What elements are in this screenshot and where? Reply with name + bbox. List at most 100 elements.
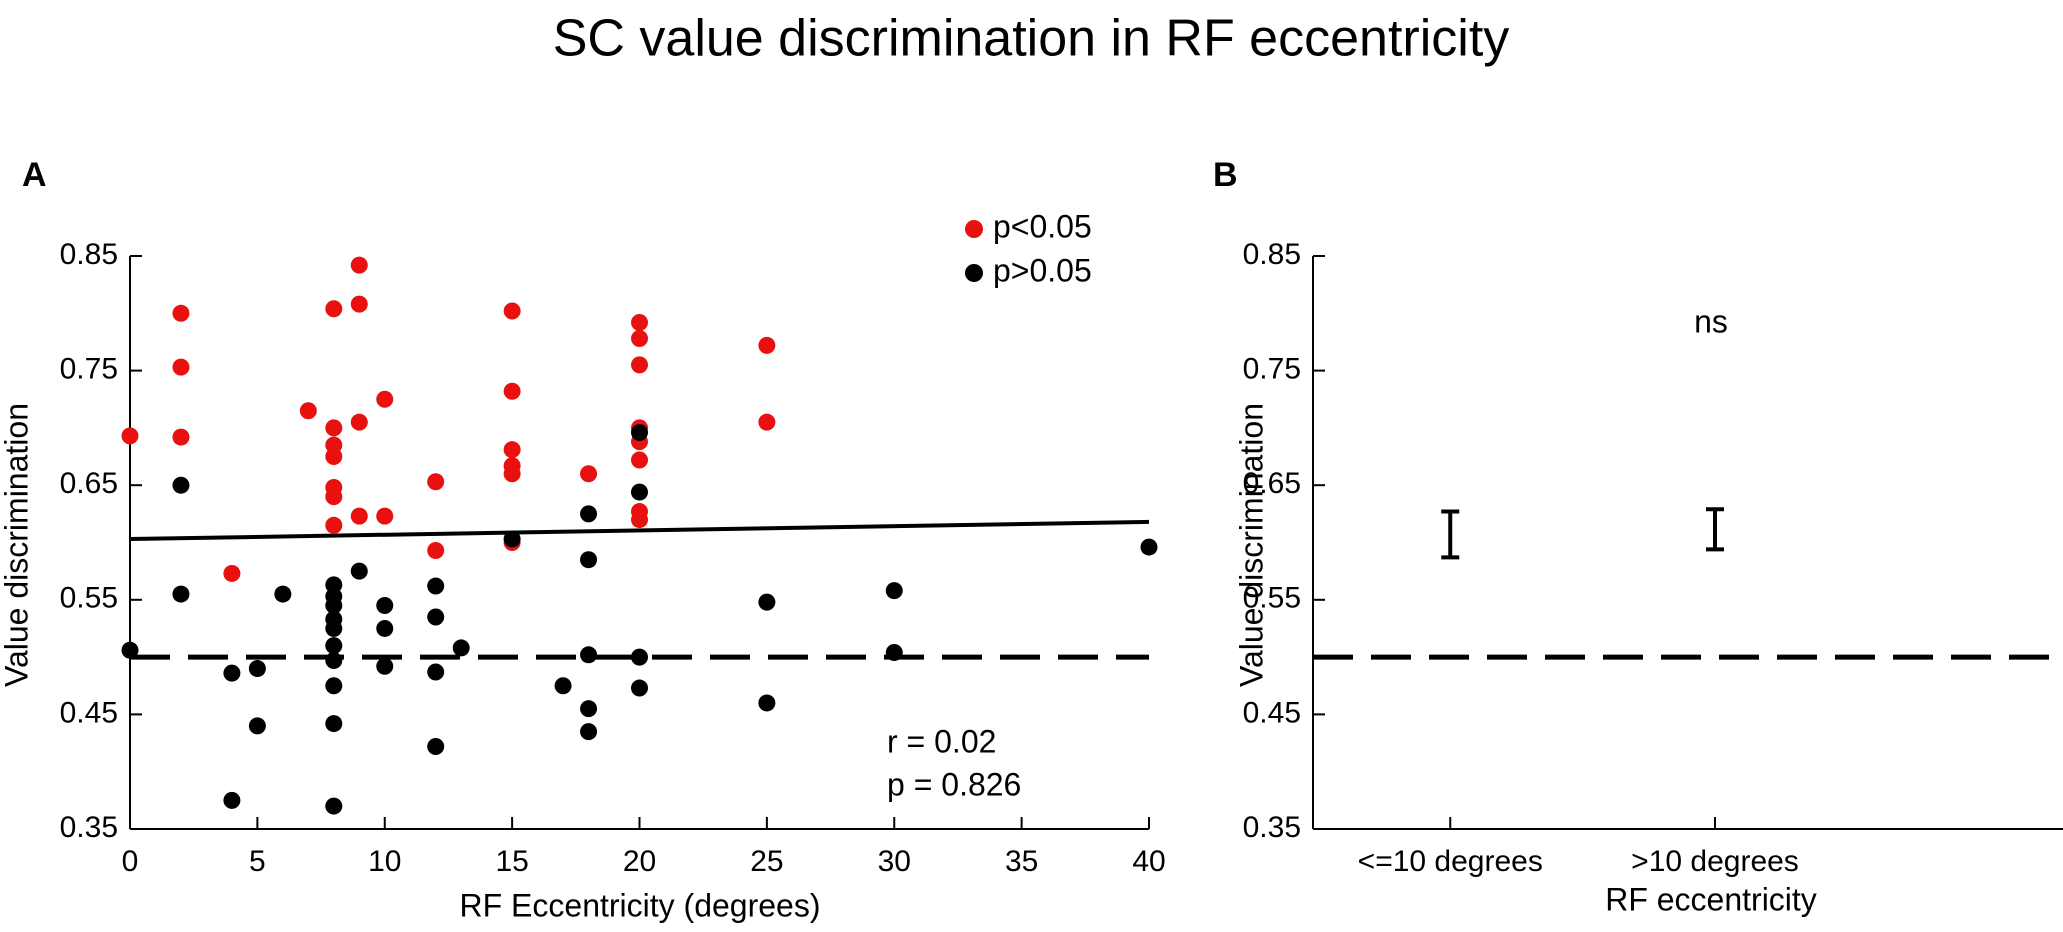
point-significant <box>172 428 190 446</box>
error-bar <box>1706 507 1724 552</box>
panel-a-x-tick-label: 10 <box>368 845 401 878</box>
panel-b-y-tick-label: 0.35 <box>1243 811 1301 844</box>
point-nonsignificant <box>376 597 394 615</box>
panel-a-y-tick-label: 0.75 <box>60 353 118 386</box>
panel-a-x-tick-label: 35 <box>1005 845 1038 878</box>
point-significant <box>325 516 343 534</box>
panel-b-y-tick-label: 0.75 <box>1243 353 1301 386</box>
panel-a-y-ticks: 0.35 0.45 0.55 0.65 0.75 0.85 <box>60 238 142 844</box>
panel-a-y-tick-label: 0.85 <box>60 238 118 271</box>
point-nonsignificant <box>885 644 903 662</box>
legend-marker-nonsignificant <box>965 264 983 282</box>
point-significant <box>631 451 648 469</box>
point-nonsignificant <box>885 582 903 600</box>
error-bar <box>1441 509 1460 560</box>
point-nonsignificant <box>325 637 343 655</box>
point-nonsignificant <box>248 660 266 678</box>
panel-b-x-label: RF eccentricity <box>1605 881 1817 917</box>
point-significant <box>350 413 368 431</box>
point-nonsignificant <box>452 639 470 657</box>
point-significant <box>350 256 368 274</box>
point-significant <box>376 507 394 525</box>
point-nonsignificant <box>350 562 368 580</box>
point-significant <box>631 511 648 529</box>
point-significant <box>376 390 394 408</box>
point-significant <box>325 488 343 506</box>
point-nonsignificant <box>554 677 572 695</box>
point-nonsignificant <box>325 597 343 615</box>
point-significant <box>580 465 598 483</box>
panel-b-y-tick-label: 0.55 <box>1243 582 1301 615</box>
point-nonsignificant <box>172 585 190 603</box>
panel-b: B 0.35 0.45 0.55 0.65 0.75 0.85 <=10 degrees >… <box>1213 156 2063 917</box>
point-nonsignificant <box>503 530 521 548</box>
point-nonsignificant <box>325 715 343 733</box>
panel-a-correlation-p: p = 0.826 <box>887 766 1021 802</box>
panel-b-y-tick-label: 0.85 <box>1243 238 1301 271</box>
point-significant <box>631 356 648 374</box>
point-nonsignificant <box>631 679 648 697</box>
point-significant <box>503 441 521 459</box>
panel-b-y-tick-label: 0.45 <box>1243 696 1301 729</box>
panel-a-label: A <box>22 156 47 194</box>
point-significant <box>631 313 648 331</box>
point-nonsignificant <box>376 619 394 637</box>
panel-b-x-tick-label: <=10 degrees <box>1358 845 1543 878</box>
legend-marker-significant <box>965 220 983 238</box>
point-nonsignificant <box>274 585 292 603</box>
point-significant <box>503 465 521 483</box>
panel-a-x-tick-label: 40 <box>1132 845 1165 878</box>
point-nonsignificant <box>325 619 343 637</box>
panel-b-y-label: Value discrimination <box>1233 403 1269 687</box>
panel-a-points <box>121 256 1158 815</box>
point-significant <box>427 542 445 560</box>
panel-b-error-bars <box>1441 507 1724 560</box>
point-nonsignificant <box>580 723 598 741</box>
point-significant <box>325 448 343 466</box>
point-significant <box>350 295 368 313</box>
point-nonsignificant <box>580 551 598 569</box>
point-nonsignificant <box>580 700 598 718</box>
panel-a-correlation-r: r = 0.02 <box>887 723 996 759</box>
point-nonsignificant <box>427 577 445 595</box>
panel-a-y-tick-label: 0.55 <box>60 582 118 615</box>
panel-a-legend: p<0.05 p>0.05 <box>965 208 1092 288</box>
point-nonsignificant <box>223 791 241 809</box>
panel-b-x-tick-label: >10 degrees <box>1631 845 1799 878</box>
point-nonsignificant <box>631 483 648 501</box>
panel-a-x-ticks: 0 5 10 15 20 25 30 35 40 <box>122 817 1166 878</box>
point-significant <box>325 419 343 437</box>
panel-a-x-tick-label: 5 <box>249 845 266 878</box>
point-significant <box>172 304 190 322</box>
point-significant <box>325 300 343 318</box>
panel-a-y-label: Value discrimination <box>0 403 34 687</box>
panel-a-x-tick-label: 20 <box>623 845 656 878</box>
point-nonsignificant <box>631 423 648 441</box>
point-nonsignificant <box>172 476 190 494</box>
point-significant <box>758 413 776 431</box>
panel-a-y-tick-label: 0.65 <box>60 467 118 500</box>
legend-label-nonsignificant: p>0.05 <box>993 252 1092 288</box>
point-nonsignificant <box>427 608 445 626</box>
legend-label-significant: p<0.05 <box>993 208 1092 244</box>
panel-a: A 0.35 0.45 0.55 0.65 0.75 0.85 0 5 10 15 20 25 30 3… <box>0 156 1166 923</box>
point-nonsignificant <box>631 648 648 666</box>
point-nonsignificant <box>580 505 598 523</box>
point-nonsignificant <box>325 677 343 695</box>
point-nonsignificant <box>325 652 343 670</box>
point-significant <box>631 330 648 348</box>
panel-b-y-ticks: 0.35 0.45 0.55 0.65 0.75 0.85 <box>1243 238 1325 844</box>
panel-a-x-label: RF Eccentricity (degrees) <box>460 887 821 923</box>
panel-b-y-tick-label: 0.65 <box>1243 467 1301 500</box>
point-significant <box>172 358 190 376</box>
figure-title: SC value discrimination in RF eccentrici… <box>553 10 1510 68</box>
panel-b-significance: ns <box>1694 303 1728 339</box>
point-significant <box>223 564 241 582</box>
panel-b-x-ticks: <=10 degrees >10 degrees <box>1358 817 1799 878</box>
point-significant <box>758 336 776 354</box>
point-nonsignificant <box>223 664 241 682</box>
panel-a-x-tick-label: 0 <box>122 845 139 878</box>
point-nonsignificant <box>427 737 445 755</box>
point-significant <box>350 507 368 525</box>
